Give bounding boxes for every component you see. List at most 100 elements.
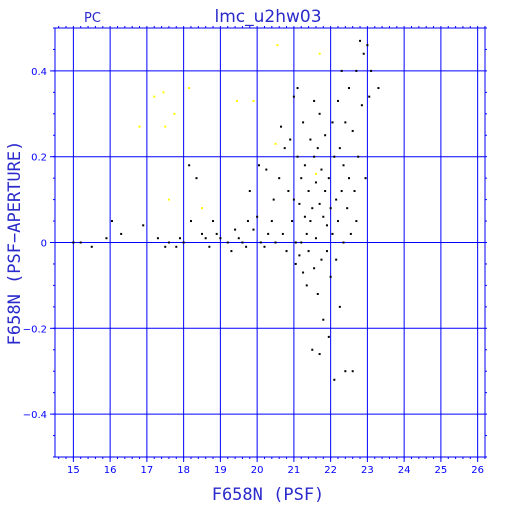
data-point [368, 95, 371, 98]
data-point [320, 258, 323, 261]
data-point [318, 52, 321, 55]
x-tick-label: 21 [288, 465, 301, 476]
data-point [333, 155, 336, 158]
data-point [298, 202, 301, 205]
data-point [270, 220, 273, 223]
data-point [302, 121, 305, 124]
data-point [329, 207, 332, 210]
data-point [359, 39, 362, 42]
corner-label: PC [84, 11, 101, 26]
data-point [142, 224, 145, 227]
data-point [252, 99, 255, 102]
data-point [314, 181, 317, 184]
data-point [178, 237, 181, 240]
data-point [162, 91, 165, 94]
data-point [318, 202, 321, 205]
data-point [272, 198, 275, 201]
data-point [309, 138, 312, 141]
data-point [355, 220, 358, 223]
data-point [336, 220, 339, 223]
data-point [314, 172, 317, 175]
x-tick-label: 26 [471, 465, 484, 476]
data-point [377, 87, 380, 90]
data-point [335, 258, 338, 261]
data-point [364, 177, 367, 180]
data-point [300, 241, 303, 244]
data-point [322, 215, 325, 218]
data-point [346, 207, 349, 210]
data-point [156, 237, 159, 240]
data-point [195, 177, 198, 180]
data-point [278, 177, 281, 180]
x-tick-label: 18 [177, 465, 190, 476]
data-point [302, 271, 305, 274]
data-point [311, 348, 314, 351]
data-point [349, 232, 352, 235]
data-point [305, 232, 308, 235]
data-point [307, 190, 310, 193]
data-point [267, 232, 270, 235]
data-point [120, 232, 123, 235]
data-point [235, 99, 238, 102]
data-point [257, 164, 260, 167]
data-point [342, 241, 345, 244]
data-point [204, 237, 207, 240]
x-axis-label: F658N (PSF) [212, 485, 325, 505]
data-point [274, 241, 277, 244]
data-point [281, 232, 284, 235]
data-point [357, 155, 360, 158]
data-point [188, 87, 191, 90]
data-point [307, 250, 310, 253]
data-point [353, 190, 356, 193]
data-point [327, 177, 330, 180]
x-tick-label: 16 [104, 465, 117, 476]
data-point [215, 232, 218, 235]
y-tick-labels: 0.4 0.2 0 −0.2 −0.4 [23, 67, 47, 421]
data-point [325, 224, 328, 227]
data-point [300, 177, 303, 180]
data-point [292, 95, 295, 98]
data-points [72, 39, 380, 381]
data-point [280, 125, 283, 128]
data-point [311, 207, 314, 210]
data-point [318, 112, 321, 115]
data-point [167, 241, 170, 244]
data-point [303, 164, 306, 167]
data-point [322, 318, 325, 321]
data-point [329, 275, 332, 278]
data-point [305, 284, 308, 287]
data-point [296, 155, 299, 158]
data-point [331, 121, 334, 124]
data-point [366, 44, 369, 47]
data-point [245, 245, 248, 248]
data-point [344, 121, 347, 124]
data-point [316, 147, 319, 150]
data-point [338, 147, 341, 150]
data-point [230, 250, 233, 253]
x-tick-labels: 15 16 17 18 19 20 21 22 23 24 25 26 [67, 465, 484, 476]
data-point [335, 198, 338, 201]
data-point [313, 99, 316, 102]
data-point [248, 190, 251, 193]
data-point [348, 177, 351, 180]
data-point [316, 292, 319, 295]
data-point [340, 69, 343, 72]
data-point [333, 378, 336, 381]
data-point [138, 125, 141, 128]
data-point [287, 190, 290, 193]
y-tick-label: 0.4 [31, 67, 47, 78]
data-point [265, 168, 268, 171]
data-point [241, 241, 244, 244]
data-point [188, 164, 191, 167]
data-point [296, 87, 299, 90]
data-point [298, 254, 301, 257]
data-point [234, 228, 237, 231]
x-tick-label: 15 [67, 465, 80, 476]
data-point [331, 232, 334, 235]
data-point [189, 220, 192, 223]
data-point [164, 245, 167, 248]
data-point [360, 104, 363, 107]
x-tick-label: 17 [141, 465, 154, 476]
data-point [324, 134, 327, 137]
